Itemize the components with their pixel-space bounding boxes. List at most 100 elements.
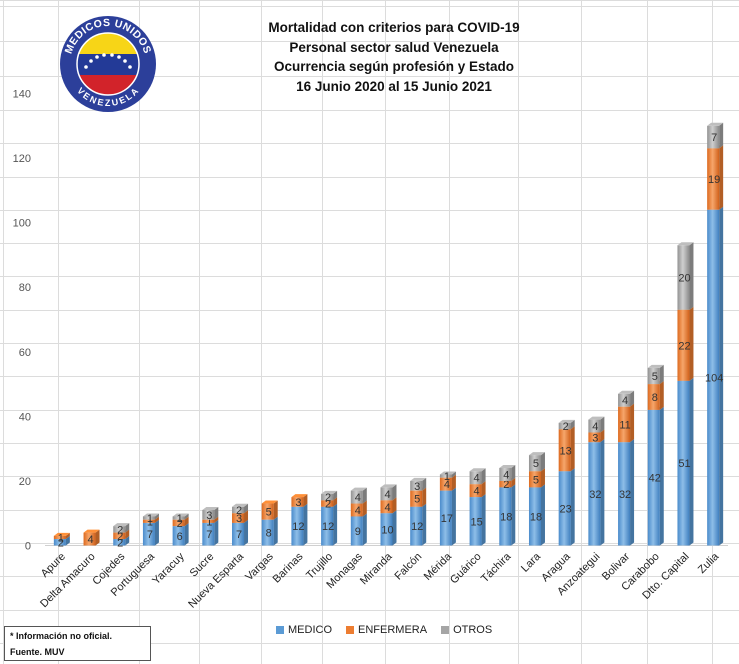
bar-side [600, 416, 605, 433]
bar-top [202, 506, 219, 510]
bar-segment-medico [321, 506, 334, 546]
bar-segment-otros [677, 245, 690, 310]
bar-segment-enfermera [321, 500, 334, 507]
bar-segment-medico [677, 380, 690, 546]
data-label: 8 [652, 392, 658, 404]
bar-side [244, 503, 249, 514]
bar-side [214, 519, 219, 546]
y-tick-label: 40 [19, 411, 31, 423]
bar-segment-medico [707, 209, 720, 546]
data-label: 2 [117, 531, 123, 543]
bar-top [113, 523, 130, 527]
bar-segment-otros [321, 493, 334, 501]
bar-side [362, 500, 367, 517]
bar-segment-medico [499, 487, 512, 546]
bar-side [540, 484, 545, 546]
medicos-unidos-logo: MEDICOS UNIDOS VENEZUELA [58, 14, 158, 114]
bar-segment-enfermera [439, 477, 452, 491]
data-label: 2 [236, 505, 242, 517]
bar-side [303, 494, 308, 507]
data-label: 7 [147, 529, 153, 541]
bar-top [410, 477, 427, 481]
bar-side [689, 306, 694, 381]
bar-top [528, 452, 545, 456]
legend-swatch-medico [276, 626, 284, 634]
data-label: 12 [411, 521, 423, 533]
data-label: 1 [206, 516, 212, 528]
data-label: 18 [500, 511, 512, 523]
data-label: 3 [414, 481, 420, 493]
bar-side [125, 523, 130, 533]
bar-side [689, 377, 694, 546]
y-tick-label: 120 [13, 153, 31, 165]
bar-segment-medico [469, 497, 482, 546]
bar-side [333, 497, 338, 507]
data-label: 23 [560, 503, 572, 515]
bar-segment-enfermera [469, 484, 482, 498]
bar-segment-otros [647, 367, 660, 385]
bar-side [95, 529, 100, 546]
bar-segment-enfermera [350, 503, 363, 517]
title-line-4: 16 Junio 2020 al 15 Junio 2021 [296, 78, 492, 94]
bar-segment-otros [232, 506, 245, 514]
data-label: 2 [503, 479, 509, 491]
bar-segment-otros [528, 455, 541, 472]
bar-side [273, 500, 278, 520]
data-label: 4 [474, 473, 480, 485]
bar-side [659, 406, 664, 546]
bar-side [392, 484, 397, 501]
bar-side [65, 536, 70, 546]
bar-segment-otros [113, 526, 126, 533]
category-label: Guárico [448, 551, 484, 587]
bar-segment-medico [380, 513, 393, 546]
bar-side [303, 503, 308, 546]
bar-segment-enfermera [113, 532, 126, 540]
bar-top [469, 468, 486, 472]
bar-top [321, 490, 338, 494]
bar-segment-otros [618, 393, 631, 407]
data-label: 3 [592, 432, 598, 444]
data-label: 6 [177, 531, 183, 543]
legend-label-otros: OTROS [453, 624, 493, 636]
y-tick-label: 60 [19, 347, 31, 359]
data-label: 13 [560, 445, 572, 457]
category-label: Delta Amacuro [38, 551, 98, 611]
bar-side [422, 487, 427, 507]
data-label: 5 [652, 371, 658, 383]
bar-side [125, 529, 130, 540]
bar-top [558, 419, 575, 423]
data-label: 15 [470, 516, 482, 528]
bar-segment-medico [439, 490, 452, 546]
bar-segment-otros [380, 487, 393, 501]
bar-side [511, 465, 516, 481]
bar-top [707, 122, 724, 126]
bar-side [600, 429, 605, 443]
data-label: 5 [266, 507, 272, 519]
bar-side [392, 510, 397, 546]
y-tick-label: 0 [25, 541, 31, 553]
bar-segment-medico [172, 526, 185, 546]
bar-segment-enfermera [588, 432, 601, 443]
data-label: 2 [177, 518, 183, 530]
bar-segment-enfermera [261, 503, 274, 520]
bar-segment-enfermera [53, 535, 66, 540]
bar-side [422, 477, 427, 491]
bar-side [481, 481, 486, 498]
bar-segment-otros [707, 125, 720, 149]
bar-side [540, 468, 545, 488]
bar-side [392, 497, 397, 514]
bar-side [154, 513, 159, 520]
data-label: 4 [384, 502, 390, 514]
bar-segment-enfermera [83, 532, 96, 546]
data-label: 5 [533, 474, 539, 486]
chart-legend: MEDICO ENFERMERA OTROS [276, 624, 492, 636]
data-label: 32 [619, 489, 631, 501]
bar-side [422, 503, 427, 546]
data-label: 3 [206, 510, 212, 522]
data-label: 9 [355, 526, 361, 538]
category-label: Miranda [358, 550, 395, 587]
data-label: 5 [414, 494, 420, 506]
category-label: Zulia [696, 550, 722, 576]
legend-item-otros: OTROS [441, 624, 492, 636]
bar-segment-medico [588, 442, 601, 546]
